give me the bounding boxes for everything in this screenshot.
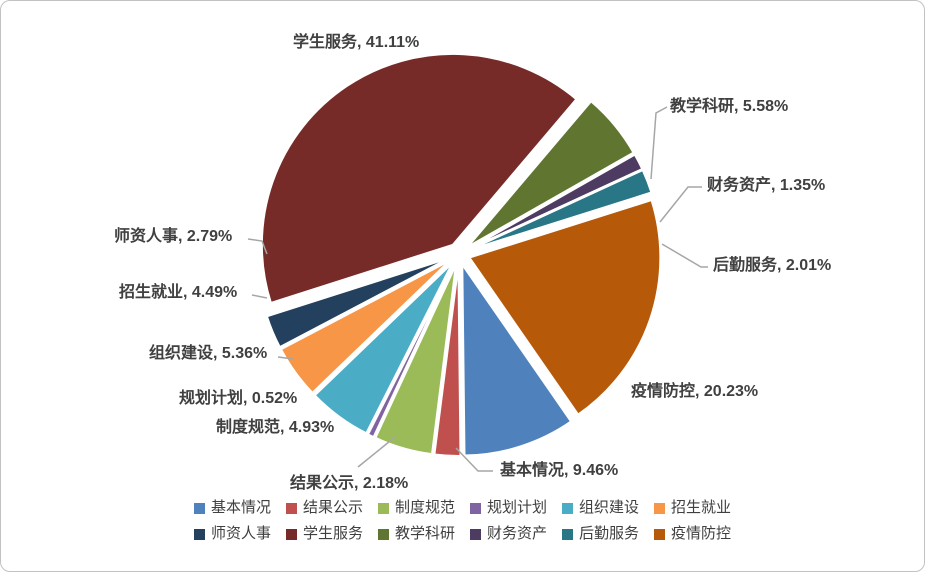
data-label-结果公示: 结果公示, 2.18% [289,473,408,492]
leader-line-招生就业 [251,294,268,299]
legend-item-招生就业: 招生就业 [654,499,731,517]
leader-line-结果公示 [357,436,396,468]
leader-line-师资人事 [247,238,268,255]
data-labels: 基本情况, 9.46% 结果公示, 2.18% 制度规范, 4.93% 规划计划, 0… [114,32,831,492]
pie-slice-后勤服务 [468,169,653,251]
legend-label: 财务资产 [487,525,548,542]
legend-label: 疫情防控 [671,525,732,542]
pie-slice-招生就业 [280,259,452,394]
data-label-招生就业: 招生就业, 4.49% [119,282,237,301]
data-label-学生服务: 学生服务, 41.11% [293,32,419,51]
leader-line-基本情况 [455,447,493,472]
legend-swatch-icon [654,528,666,540]
legend-swatch-icon [562,528,574,540]
pie-slice-疫情防控 [468,199,662,416]
legend-item-师资人事: 师资人事 [193,525,271,543]
legend-label: 规划计划 [487,499,548,516]
legend-swatch-icon [377,528,389,540]
pie-slice-教学科研 [466,100,635,248]
legend-item-基本情况: 基本情况 [193,499,271,517]
legend-swatch-icon [470,528,481,540]
pie-slice-师资人事 [265,257,450,349]
legend-label: 招生就业 [671,499,732,516]
pie-slice-结果公示 [433,264,462,458]
legend-label: 学生服务 [302,525,363,542]
leader-line-财务资产 [659,186,702,223]
legend-row-1: 基本情况 结果公示 制度规范 规划计划 组织建设 招生就业 [193,499,731,517]
legend-label: 结果公示 [302,499,363,516]
legend-item-教学科研: 教学科研 [377,525,455,543]
pie-slice-基本情况 [461,263,573,457]
legend-label: 后勤服务 [579,525,640,542]
legend-label: 组织建设 [579,499,640,516]
pie-slice-规划计划 [367,262,456,439]
legend-item-财务资产: 财务资产 [470,525,547,543]
data-label-教学科研: 教学科研, 5.58% [670,96,788,115]
legend-item-结果公示: 结果公示 [285,499,363,517]
legend-swatch-icon [193,502,205,514]
legend-item-制度规范: 制度规范 [377,499,455,517]
legend-label: 师资人事 [210,525,271,542]
pie-slice-制度规范 [374,263,457,456]
data-label-后勤服务: 后勤服务, 2.01% [713,255,831,274]
legend-label: 教学科研 [394,525,455,542]
pie-slice-学生服务 [260,52,578,304]
legend-label: 制度规范 [394,499,455,516]
data-label-制度规范: 制度规范, 4.93% [216,417,334,436]
data-label-财务资产: 财务资产, 1.35% [706,175,825,194]
legend-item-组织建设: 组织建设 [562,499,639,517]
legend-item-学生服务: 学生服务 [285,525,363,543]
legend-swatch-icon [562,502,574,514]
legend-label: 基本情况 [210,499,271,516]
legend-swatch-icon [285,528,297,540]
data-label-组织建设: 组织建设, 5.36% [149,343,267,362]
data-label-规划计划: 规划计划, 0.52% [179,388,297,407]
pie-slices [260,52,662,458]
legend-swatch-icon [470,502,481,514]
pie-slice-组织建设 [313,261,454,435]
legend-item-疫情防控: 疫情防控 [654,525,731,543]
legend: 基本情况 结果公示 制度规范 规划计划 组织建设 招生就业师资人事 学生服务 教学科研 财务资产… [1,499,924,543]
legend-row-2: 师资人事 学生服务 教学科研 财务资产 后勤服务 疫情防控 [193,525,731,543]
leader-lines [247,106,708,472]
legend-item-规划计划: 规划计划 [470,499,547,517]
data-label-基本情况: 基本情况, 9.46% [499,460,618,479]
legend-swatch-icon [654,502,666,514]
legend-swatch-icon [285,502,297,514]
leader-line-组织建设 [277,356,294,360]
legend-swatch-icon [377,502,389,514]
legend-swatch-icon [193,528,205,540]
pie-slice-财务资产 [467,153,644,250]
data-label-疫情防控: 疫情防控, 20.23% [631,381,758,400]
legend-item-后勤服务: 后勤服务 [562,525,639,543]
data-label-师资人事: 师资人事, 2.79% [114,226,232,245]
leader-line-后勤服务 [661,243,708,268]
leader-line-教学科研 [650,106,668,180]
